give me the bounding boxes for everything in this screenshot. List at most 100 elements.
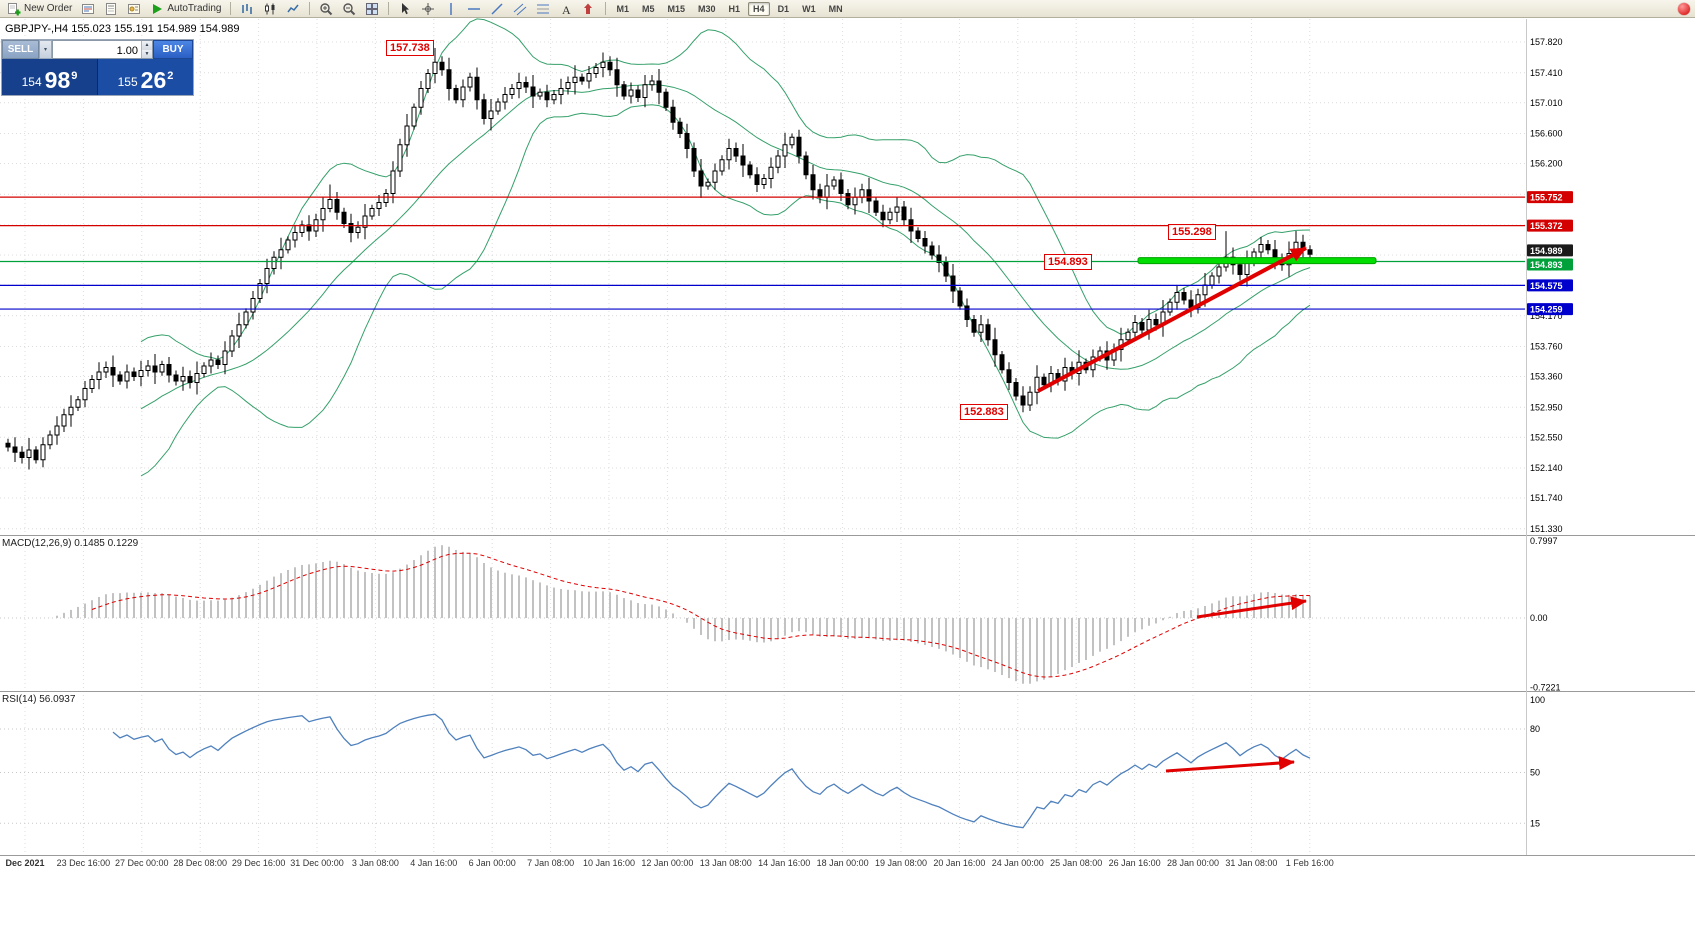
volume-input[interactable] [53, 42, 152, 60]
timeframe-m1[interactable]: M1 [616, 3, 629, 14]
candlestick-chart-button[interactable] [259, 1, 281, 16]
zoom-in-icon [319, 2, 333, 16]
timeframe-m15[interactable]: M15 [667, 3, 686, 14]
toolbar-buttons: New Order AutoTrading A [3, 1, 610, 16]
time-axis-label: 27 Dec 00:00 [115, 858, 169, 868]
sell-price[interactable]: 154 98 9 [2, 59, 98, 95]
time-axis-label: 24 Jan 00:00 [992, 858, 1044, 868]
price-callout[interactable]: 152.883 [960, 404, 1008, 420]
trend-arrow[interactable] [1037, 246, 1307, 393]
new-order-button[interactable]: New Order [3, 1, 76, 16]
macd-axis-label: 0.7997 [1530, 536, 1558, 546]
autotrading-icon [150, 2, 164, 16]
price-axis-label: 151.330 [1530, 524, 1563, 534]
quote-prices: 154 98 9 155 26 2 [2, 59, 193, 95]
price-axis-label: 156.600 [1530, 129, 1563, 139]
equidistant-channel-button[interactable] [509, 1, 531, 16]
volume-up-button[interactable]: ▲ [142, 41, 152, 50]
rsi-axis-label: 80 [1530, 724, 1540, 734]
timeframe-h1[interactable]: H1 [728, 3, 741, 14]
trend-arrow[interactable] [1165, 756, 1295, 773]
buy-button[interactable]: BUY [153, 40, 193, 59]
buy-price[interactable]: 155 26 2 [98, 59, 193, 95]
timeframe-group: M1 M5 M15 M30 H1 H4 D1 W1 MN [610, 1, 848, 16]
market-watch-button[interactable] [77, 1, 99, 16]
data-window-icon [104, 2, 118, 16]
crosshair-button[interactable] [417, 1, 439, 16]
time-axis-label: 13 Jan 08:00 [700, 858, 752, 868]
time-axis-label: 4 Jan 16:00 [410, 858, 457, 868]
arrow-objects-button[interactable] [578, 1, 600, 16]
autotrading-label: AutoTrading [167, 3, 222, 14]
data-window-button[interactable] [100, 1, 122, 16]
order-type-dropdown[interactable]: ▾ [39, 40, 52, 59]
time-axis-label: 26 Jan 16:00 [1109, 858, 1161, 868]
support-zone-band[interactable] [1137, 257, 1377, 265]
price-badge [1527, 258, 1573, 271]
trade-controls-row: SELL ▾ ▲ ▼ BUY [2, 40, 193, 60]
time-axis-label: 28 Jan 00:00 [1167, 858, 1219, 868]
navigator-button[interactable] [123, 1, 145, 16]
macd-layer [49, 545, 1311, 684]
cursor-icon [398, 2, 412, 16]
vertical-line-button[interactable] [440, 1, 462, 16]
price-badge-label: 154.259 [1530, 305, 1563, 315]
text-icon: A [559, 2, 573, 16]
zoom-out-button[interactable] [338, 1, 360, 16]
timeframe-mn[interactable]: MN [828, 3, 843, 14]
price-badge-label: 154.575 [1530, 281, 1563, 291]
price-badge [1527, 191, 1573, 204]
time-axis-label: 12 Jan 00:00 [641, 858, 693, 868]
horizontal-line-button[interactable] [463, 1, 485, 16]
rsi-line [112, 713, 1311, 829]
price-callout[interactable]: 157.738 [386, 40, 434, 56]
price-badge [1527, 219, 1573, 232]
timeframe-w1[interactable]: W1 [802, 3, 816, 14]
arrow-objects-icon [582, 2, 596, 16]
candlestick-chart-icon [263, 2, 277, 16]
chart-ohlc-title: GBPJPY-,H4 155.023 155.191 154.989 154.9… [5, 23, 240, 35]
bollinger-upper-line [140, 18, 1311, 360]
price-axis-label: 152.950 [1530, 402, 1563, 412]
rsi-indicator-label: RSI(14) 56.0937 [2, 694, 76, 705]
volume-down-button[interactable]: ▼ [142, 49, 152, 58]
volume-field[interactable]: ▲ ▼ [52, 40, 153, 60]
tile-windows-button[interactable] [361, 1, 383, 16]
cursor-button[interactable] [394, 1, 416, 16]
toolbar-separator [309, 2, 311, 15]
price-callout[interactable]: 155.298 [1168, 224, 1216, 240]
timeframe-d1[interactable]: D1 [777, 3, 790, 14]
price-badge-label: 154.893 [1530, 260, 1563, 270]
macd-indicator-label: MACD(12,26,9) 0.1485 0.1229 [2, 538, 139, 549]
time-axis-label: 25 Jan 08:00 [1050, 858, 1102, 868]
trend-arrow[interactable] [1196, 596, 1307, 619]
price-callout[interactable]: 154.893 [1044, 254, 1092, 270]
fibonacci-button[interactable] [532, 1, 554, 16]
separators-layer [0, 19, 1695, 856]
time-axis-label: 7 Jan 08:00 [527, 858, 574, 868]
timeframe-m30[interactable]: M30 [698, 3, 716, 14]
trendline-button[interactable] [486, 1, 508, 16]
community-icon[interactable] [1678, 2, 1690, 15]
crosshair-icon [421, 2, 435, 16]
zoom-in-button[interactable] [315, 1, 337, 16]
market-watch-icon [81, 2, 95, 16]
rsi-axis-label: 15 [1530, 818, 1540, 828]
buy-price-prefix: 155 [117, 75, 138, 89]
time-axis-label: 18 Jan 00:00 [817, 858, 869, 868]
price-axis-label: 154.170 [1530, 311, 1563, 321]
timeframe-h4[interactable]: H4 [748, 1, 770, 16]
price-axis-label: 151.740 [1530, 493, 1563, 503]
bar-chart-button[interactable] [236, 1, 258, 16]
rsi-layer [112, 713, 1311, 829]
autotrading-button[interactable]: AutoTrading [146, 1, 225, 16]
text-button[interactable]: A [555, 1, 577, 16]
vertical-line-icon [444, 2, 458, 16]
sell-button[interactable]: SELL [2, 40, 39, 59]
new-order-icon [7, 2, 21, 16]
timeframe-m5[interactable]: M5 [641, 3, 655, 14]
price-axis-label: 156.200 [1530, 159, 1563, 169]
line-chart-button[interactable] [282, 1, 304, 16]
